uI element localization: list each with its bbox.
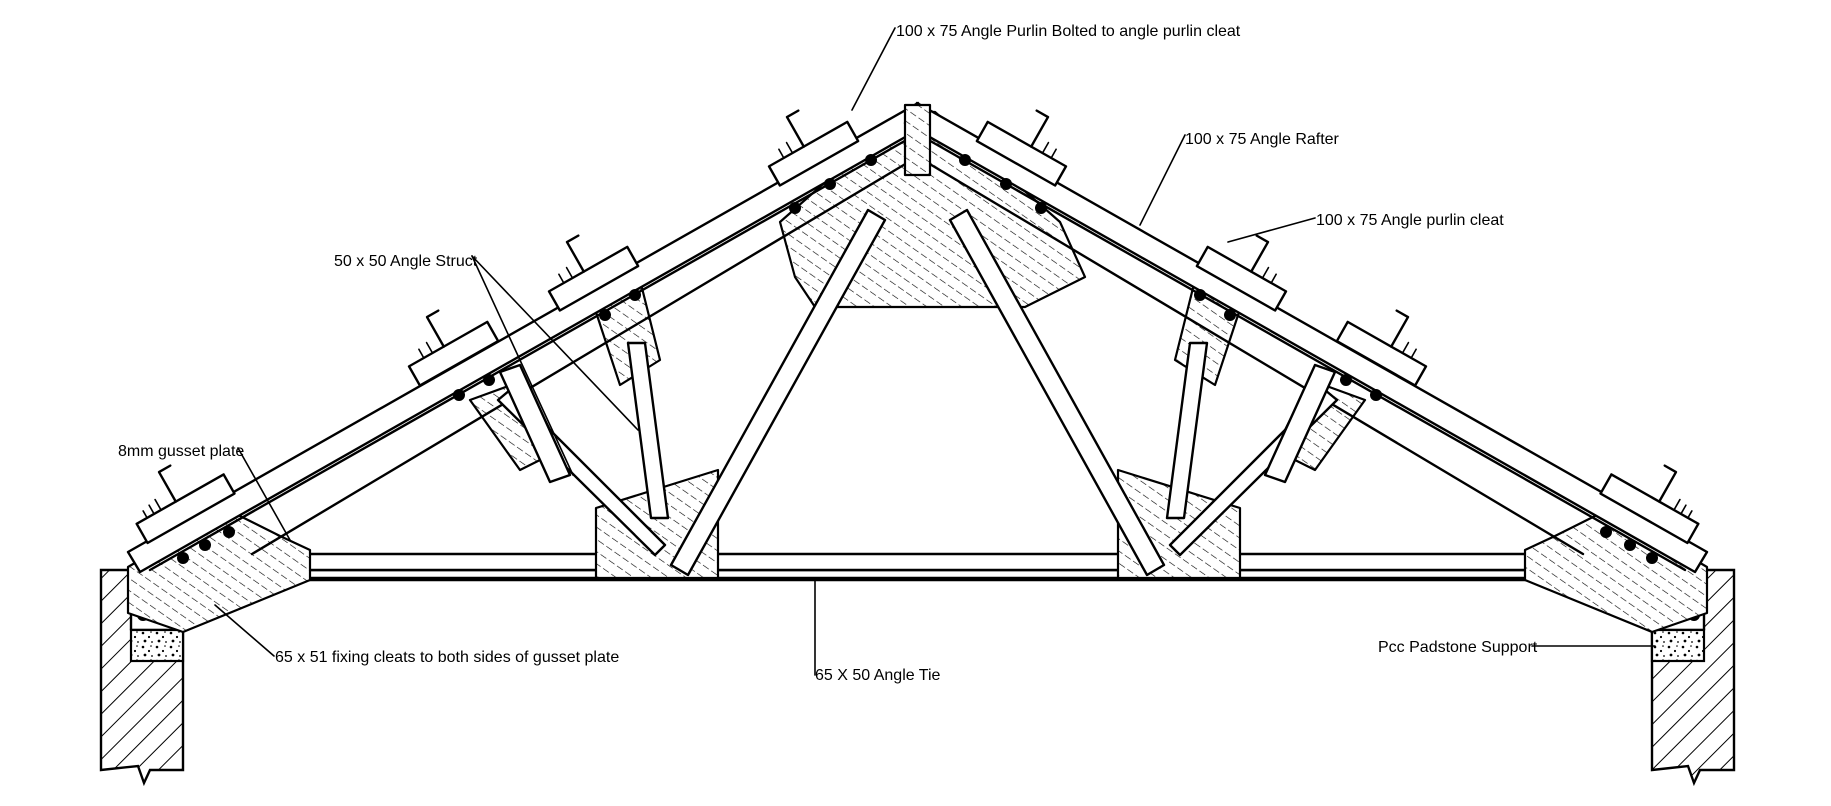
leader-lines [214, 27, 1656, 676]
label-rafter: 100 x 75 Angle Rafter [1185, 131, 1340, 148]
angle-tie [156, 568, 1679, 582]
apex-plate [903, 103, 932, 177]
web-members [496, 208, 1339, 577]
label-padstone: Pcc Padstone Support [1378, 639, 1538, 656]
label-fixing-cleats: 65 x 51 fixing cleats to both sides of g… [275, 649, 619, 666]
label-purlin-bolted: 100 x 75 Angle Purlin Bolted to angle pu… [896, 23, 1241, 40]
right-rafter-inner [921, 158, 1585, 556]
label-tie: 65 X 50 Angle Tie [815, 667, 941, 684]
label-gusset: 8mm gusset plate [118, 443, 244, 460]
left-rafter-inner [250, 158, 914, 556]
purlin-cleats [135, 109, 1700, 545]
tie-upper-member [250, 552, 1588, 572]
label-strut: 50 x 50 Angle Struct [334, 253, 478, 270]
bolts [177, 154, 1658, 564]
label-purlin-cleat: 100 x 75 Angle purlin cleat [1316, 212, 1504, 229]
